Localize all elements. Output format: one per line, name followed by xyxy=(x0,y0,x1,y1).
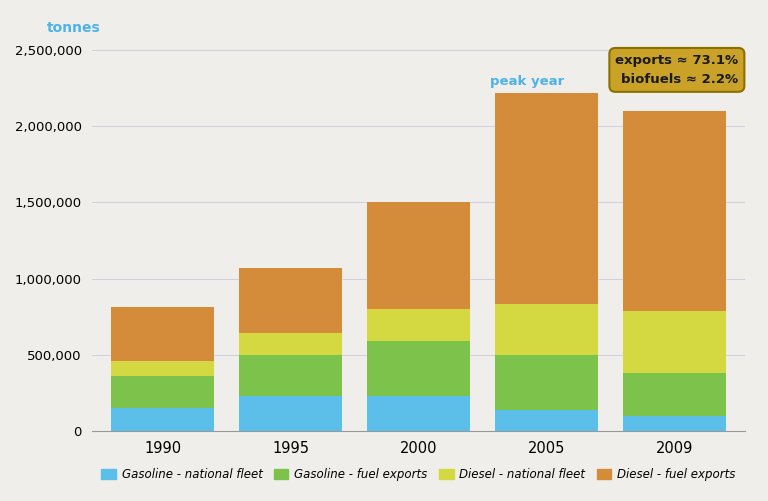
Text: tonnes: tonnes xyxy=(46,21,100,35)
Bar xyxy=(240,333,342,355)
Bar xyxy=(367,396,470,431)
Bar xyxy=(111,308,214,361)
Bar xyxy=(495,305,598,355)
Bar xyxy=(111,361,214,376)
Text: peak year: peak year xyxy=(490,75,564,88)
Legend: Gasoline - national fleet, Gasoline - fuel exports, Diesel - national fleet, Die: Gasoline - national fleet, Gasoline - fu… xyxy=(97,463,740,486)
Bar xyxy=(240,268,342,333)
Bar xyxy=(367,341,470,396)
Bar xyxy=(624,373,726,416)
Bar xyxy=(367,309,470,341)
Bar xyxy=(495,93,598,305)
Bar xyxy=(624,416,726,431)
Bar xyxy=(624,311,726,373)
Bar xyxy=(111,408,214,431)
Bar xyxy=(111,376,214,408)
Bar xyxy=(240,355,342,396)
Bar xyxy=(495,409,598,431)
Bar xyxy=(624,111,726,311)
Bar xyxy=(495,355,598,409)
Bar xyxy=(367,202,470,309)
Bar xyxy=(240,396,342,431)
Text: exports ≈ 73.1%
biofuels ≈ 2.2%: exports ≈ 73.1% biofuels ≈ 2.2% xyxy=(615,54,739,86)
